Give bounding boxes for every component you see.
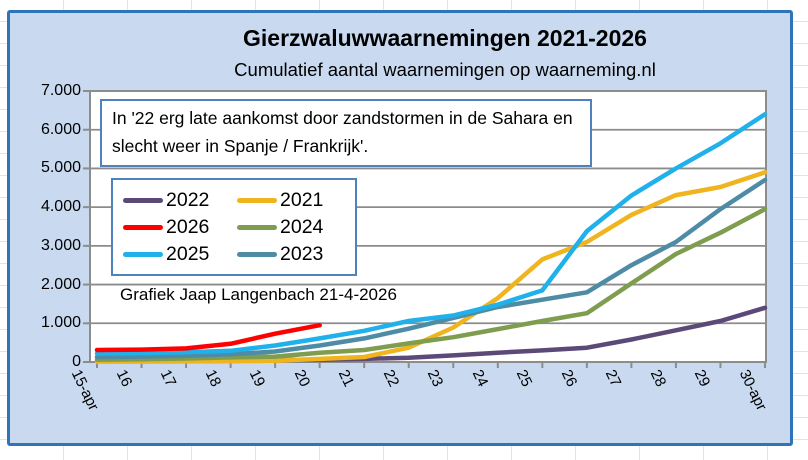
legend-swatch-2024 [237, 224, 277, 230]
series-line-2025 [94, 111, 768, 356]
legend-label: 2026 [166, 216, 210, 238]
legend-label: 2022 [166, 189, 210, 211]
legend-swatch-2022 [123, 197, 163, 203]
legend-swatch-2021 [237, 197, 277, 203]
chart-area[interactable]: Gierzwaluwwaarnemingen 2021-2026 Cumulat… [7, 10, 793, 446]
legend-item-2026: 2026 [123, 216, 231, 238]
legend-item-2025: 2025 [123, 243, 231, 265]
y-axis-label: 6.000 [40, 120, 81, 138]
series-line-2024 [94, 206, 768, 362]
credit-text: Grafiek Jaap Langenbach 21-4-2026 [120, 285, 397, 304]
legend-swatch-2025 [123, 251, 163, 257]
y-axis-label: 1.000 [40, 314, 81, 332]
legend-item-2022: 2022 [123, 189, 231, 211]
y-axis-label: 7.000 [40, 82, 81, 99]
y-axis-label: 4.000 [40, 198, 81, 216]
legend: 2022 2021 2026 2024 2025 2023 [111, 178, 357, 276]
legend-label: 2024 [280, 216, 324, 238]
legend-label: 2023 [280, 243, 324, 265]
legend-item-2024: 2024 [237, 216, 345, 238]
legend-swatch-2026 [123, 224, 163, 230]
y-axis-label: 2.000 [40, 275, 81, 293]
chart-title: Gierzwaluwwaarnemingen 2021-2026 [243, 25, 647, 51]
series-line-2023 [94, 177, 768, 360]
y-axis-label: 0 [72, 353, 81, 370]
y-axis-label: 5.000 [40, 159, 81, 177]
legend-item-2023: 2023 [237, 243, 345, 265]
legend-item-2021: 2021 [237, 189, 345, 211]
series-line-2021 [94, 170, 768, 364]
y-axis-label: 3.000 [40, 236, 81, 254]
legend-label: 2021 [280, 189, 324, 211]
plot-border [89, 90, 767, 363]
legend-label: 2025 [166, 243, 210, 265]
series-line-2026 [94, 322, 322, 353]
legend-swatch-2023 [237, 251, 277, 257]
chart-subtitle: Cumulatief aantal waarnemingen op waarne… [234, 59, 656, 80]
annotation-box: In '22 erg late aankomst door zandstorme… [100, 99, 592, 167]
